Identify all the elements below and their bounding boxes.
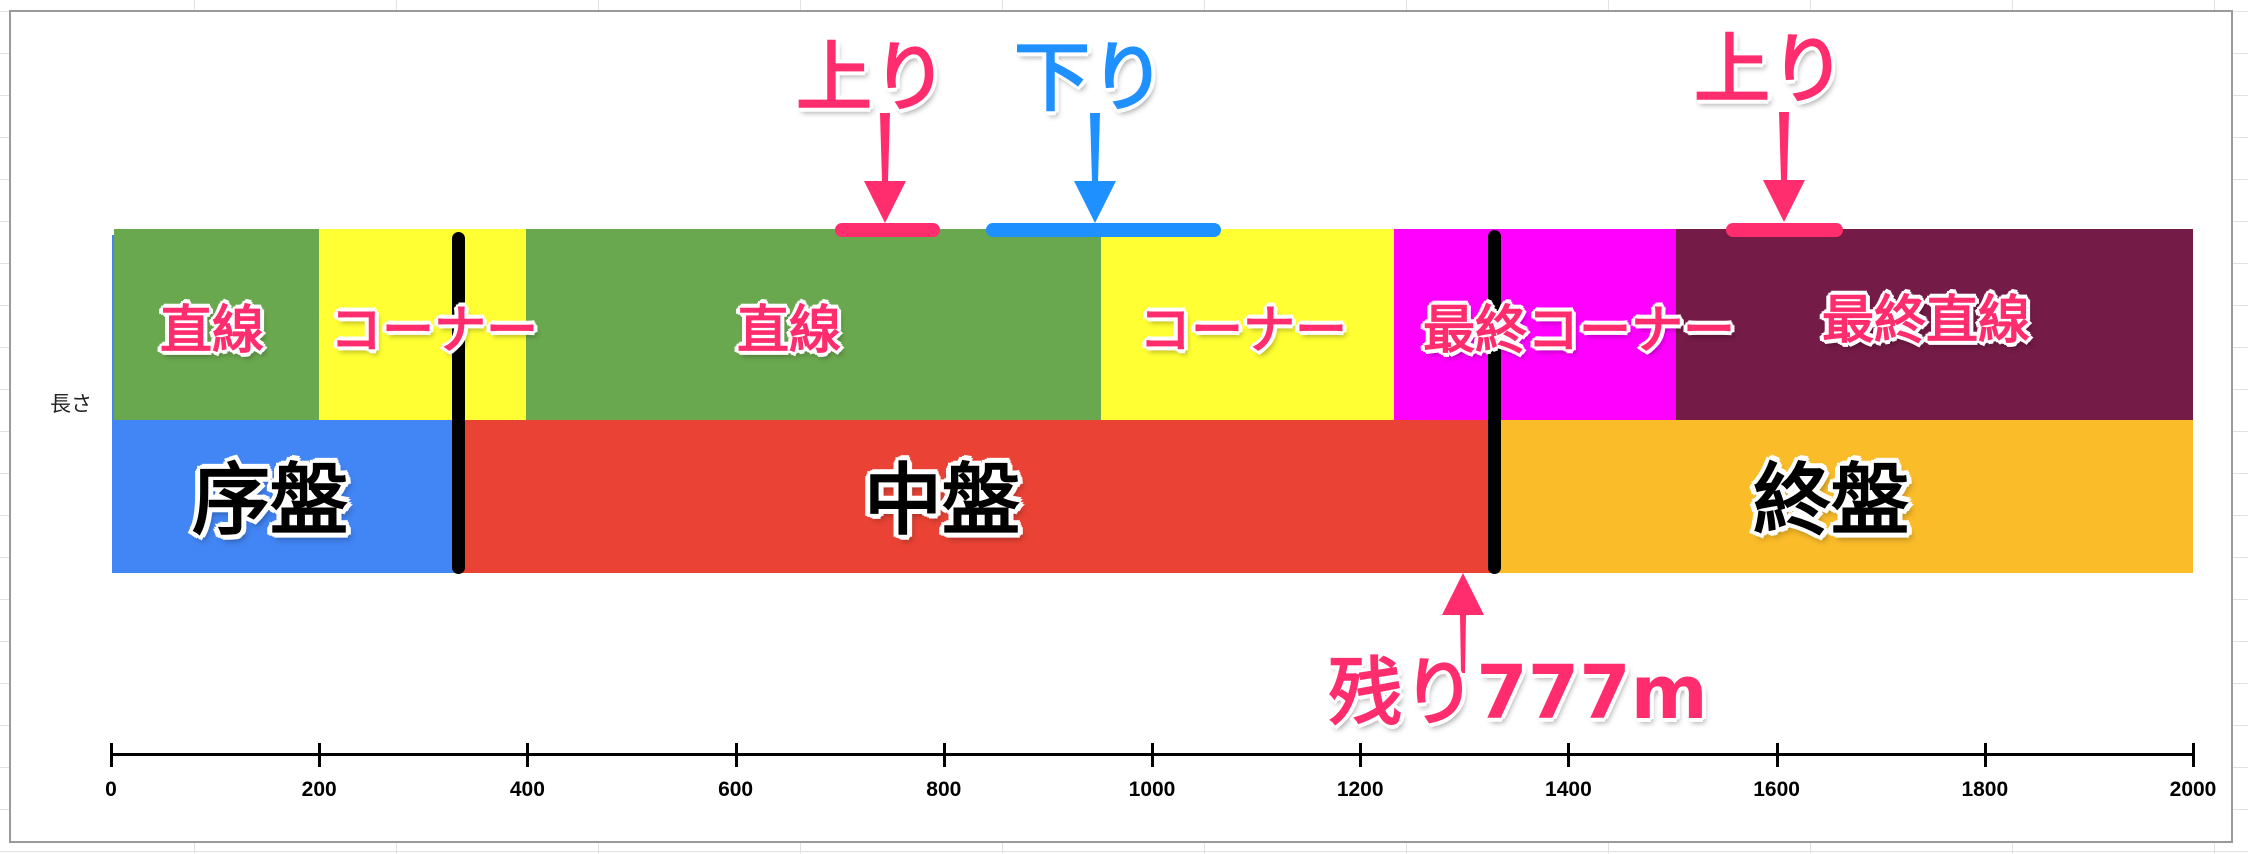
x-axis-tick [1983, 743, 1987, 767]
bar-edge-sliver [112, 235, 115, 420]
label-late-phase: 終盤 [1752, 456, 1910, 546]
x-axis-tick-label: 1200 [1336, 778, 1384, 801]
up-arrow-icon [1442, 573, 1484, 673]
x-axis-tick-label: 400 [509, 778, 545, 801]
x-axis-tick-label: 200 [301, 778, 337, 801]
x-axis-tick-label: 1400 [1545, 778, 1592, 801]
x-axis-tick-label: 1800 [1961, 778, 2009, 801]
x-axis-tick-label: 1000 [1128, 778, 1176, 801]
label-final-corner: 最終コーナー [1422, 301, 1736, 361]
segment-straight-2[interactable] [526, 229, 1101, 420]
segment-late-phase[interactable] [1495, 420, 2193, 573]
label-corner-2: コーナー [1138, 301, 1348, 361]
phase-divider-1 [452, 232, 465, 574]
x-axis-tick [734, 743, 738, 767]
x-axis-tick [2192, 743, 2195, 767]
label-final-straight: 最終直線 [1821, 291, 2031, 351]
uphill-marker-2[interactable] [1726, 223, 1843, 237]
segment-straight-1[interactable] [114, 229, 319, 420]
label-corner-1: コーナー [329, 301, 539, 361]
segment-final-corner[interactable] [1394, 229, 1676, 420]
label-straight-2: 直線 [736, 301, 842, 361]
down-arrow-icon [1763, 112, 1805, 222]
label-downhill: 下り [1014, 33, 1166, 122]
uphill-marker-1[interactable] [835, 223, 940, 237]
label-uphill-2: 上り [1694, 25, 1846, 114]
x-axis-tick-label: 0 [105, 778, 117, 801]
x-axis-tick [1567, 743, 1571, 767]
label-remaining-distance: 残り777m [1328, 650, 1708, 736]
x-axis-tick [1359, 743, 1363, 767]
x-axis-tick-label: 2000 [2169, 778, 2217, 801]
down-arrow-icon [864, 113, 906, 223]
label-straight-1: 直線 [159, 301, 265, 361]
x-axis-tick-label: 800 [926, 778, 962, 801]
x-axis-tick [318, 743, 322, 767]
x-axis-tick-label: 600 [718, 778, 754, 801]
label-uphill-1: 上り [796, 33, 948, 122]
segment-corner-2[interactable] [1101, 229, 1394, 420]
x-axis-tick [1151, 743, 1154, 767]
segment-middle-phase[interactable] [458, 420, 1495, 573]
x-axis-tick-label: 1600 [1753, 778, 1800, 801]
label-middle-phase: 中盤 [863, 456, 1021, 546]
down-arrow-icon [1074, 113, 1116, 223]
x-axis-tick [1775, 743, 1779, 767]
segment-early-phase[interactable] [112, 420, 458, 573]
segment-corner-1[interactable] [319, 229, 526, 420]
y-axis-label: 長さ [50, 392, 92, 416]
x-axis-tick [526, 743, 530, 767]
segment-final-straight[interactable] [1676, 229, 2193, 420]
label-early-phase: 序盤 [191, 456, 349, 546]
x-axis-tick [942, 743, 946, 767]
downhill-marker[interactable] [986, 223, 1221, 237]
phase-divider-2 [1488, 230, 1501, 574]
x-axis-tick [110, 743, 113, 767]
